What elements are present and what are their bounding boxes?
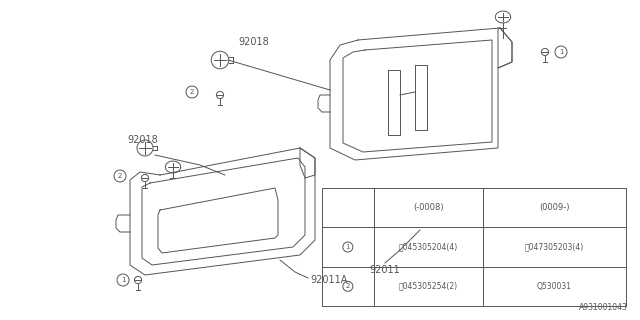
Text: 92018: 92018 [238,37,269,47]
Text: 92018: 92018 [127,135,158,145]
Text: 92011A: 92011A [310,275,348,285]
Text: 92011: 92011 [370,265,401,275]
Text: 1: 1 [121,277,125,283]
Bar [322,188,626,306]
Text: (0009-): (0009-) [540,203,570,212]
Text: Q530031: Q530031 [537,282,572,291]
Text: 2: 2 [118,173,122,179]
Text: Ⓢ047305203(4): Ⓢ047305203(4) [525,243,584,252]
Text: A931001043: A931001043 [579,303,628,312]
Text: 1: 1 [559,49,563,55]
Text: 1: 1 [346,244,350,250]
Text: Ⓢ045305204(4): Ⓢ045305204(4) [399,243,458,252]
Text: 2: 2 [190,89,194,95]
Text: Ⓢ045305254(2): Ⓢ045305254(2) [399,282,458,291]
Text: 2: 2 [346,283,350,289]
Text: (-0008): (-0008) [413,203,444,212]
